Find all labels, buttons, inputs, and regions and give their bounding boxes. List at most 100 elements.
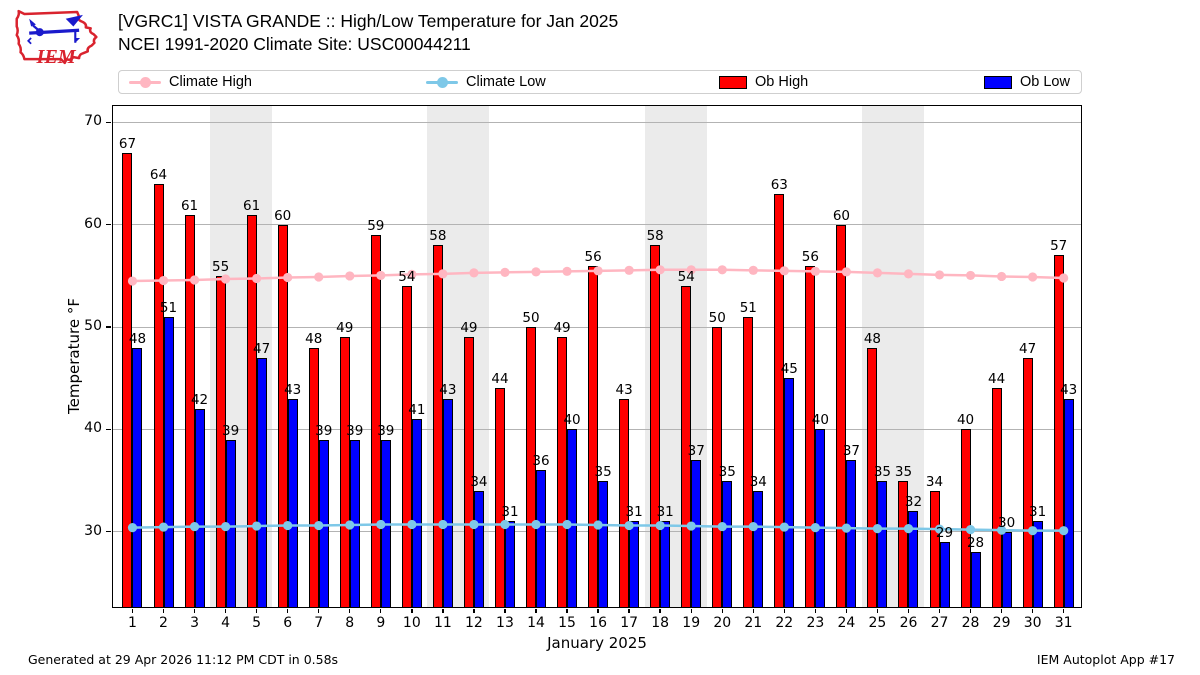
climate-high-marker: [531, 267, 541, 277]
y-tick-label: 70: [84, 113, 102, 130]
climate-low-marker: [686, 521, 696, 531]
x-tick-mark: [783, 609, 786, 613]
ob-low-value-label: 41: [408, 402, 426, 419]
x-tick-mark: [286, 609, 289, 613]
x-tick-mark: [814, 609, 817, 613]
chart-title: [VGRC1] VISTA GRANDE :: High/Low Tempera…: [118, 11, 619, 31]
climate-high-swatch: [129, 71, 161, 93]
x-tick-mark: [752, 609, 754, 613]
ob-low-value-label: 51: [159, 299, 178, 316]
gridline: [112, 224, 1082, 226]
climate-low-marker: [717, 521, 727, 532]
x-tick-mark: [380, 609, 382, 613]
ob-high-value-label: 49: [336, 320, 354, 337]
chart-subtitle: NCEI 1991-2020 Climate Site: USC00044211: [118, 34, 471, 55]
x-tick-label: 6: [283, 615, 293, 631]
x-axis-label: January 2025: [547, 634, 647, 652]
climate-low-marker: [965, 525, 976, 535]
iem-logo-text: IEM: [35, 46, 76, 68]
x-tick-label: 26: [899, 615, 918, 631]
x-tick-label: 29: [992, 615, 1011, 631]
climate-high-marker: [438, 269, 448, 279]
climate-low-marker: [655, 520, 665, 531]
ob-low-value-label: 48: [128, 330, 147, 347]
legend-label-ob-high: Ob High: [755, 74, 809, 90]
x-tick-label: 27: [930, 615, 949, 631]
ob-low-value-label: 39: [377, 422, 395, 439]
legend-item-climate-low: Climate Low: [426, 71, 546, 93]
climate-low-marker: [438, 519, 448, 530]
legend-label-ob-low: Ob Low: [1020, 74, 1070, 90]
ob-high-value-label: 48: [305, 330, 323, 347]
y-tick-label: 50: [84, 318, 102, 335]
climate-low-swatch: [426, 71, 458, 93]
climate-low-marker-swatch: [437, 77, 448, 88]
climate-high-marker: [810, 266, 820, 276]
climate-low-marker: [314, 520, 324, 531]
climate-low-marker: [593, 520, 603, 530]
climate-low-marker: [903, 524, 914, 534]
ob-low-value-label: 34: [749, 473, 767, 490]
ob-high-value-label: 49: [460, 320, 478, 337]
climate-high-marker: [841, 267, 852, 277]
ob-low-value-label: 37: [687, 443, 705, 460]
x-tick-mark: [659, 609, 661, 613]
climate-low-marker: [562, 519, 572, 530]
ob-high-value-label: 56: [801, 248, 819, 265]
climate-high-marker: [345, 271, 355, 281]
ob-low-value-label: 31: [656, 504, 674, 521]
climate-high-marker: [562, 266, 572, 276]
ob-high-swatch: [719, 75, 747, 89]
x-tick-mark: [1031, 609, 1034, 613]
ob-low-swatch: [984, 75, 1012, 89]
climate-high-marker: [779, 266, 789, 276]
x-tick-label: 11: [433, 615, 452, 631]
x-tick-label: 4: [221, 615, 231, 631]
ob-high-value-label: 64: [149, 166, 168, 183]
ob-low-value-label: 43: [1060, 381, 1078, 398]
climate-high-marker: [686, 265, 696, 275]
x-tick-mark: [969, 609, 972, 613]
ob-high-value-label: 44: [491, 371, 509, 388]
x-tick-label: 3: [190, 615, 200, 631]
x-tick-label: 24: [837, 615, 856, 631]
climate-high-marker: [314, 272, 324, 282]
x-tick-label: 22: [775, 615, 794, 631]
ob-high-value-label: 55: [212, 258, 230, 275]
x-tick-mark: [1062, 609, 1065, 613]
climate-high-marker: [252, 273, 262, 284]
ob-high-value-label: 50: [522, 310, 540, 327]
ob-high-value-label: 58: [646, 228, 664, 245]
climate-high-marker: [158, 275, 169, 286]
x-tick-label: 21: [744, 615, 763, 631]
ob-high-value-label: 60: [274, 207, 292, 224]
x-tick-label: 1: [128, 615, 137, 631]
x-tick-label: 5: [252, 615, 262, 631]
ob-low-value-label: 35: [594, 463, 612, 480]
climate-high-marker: [469, 268, 479, 278]
climate-low-marker: [407, 519, 417, 530]
ob-high-value-label: 44: [988, 371, 1006, 388]
x-tick-mark: [162, 609, 165, 613]
x-tick-mark: [535, 609, 537, 613]
x-tick-label: 25: [868, 615, 887, 631]
ob-low-value-label: 31: [625, 504, 643, 521]
climate-low-marker: [469, 519, 479, 530]
ob-low-value-label: 37: [842, 443, 860, 460]
x-tick-mark: [255, 609, 258, 613]
ob-low-value-label: 42: [190, 391, 209, 408]
climate-low-marker: [1028, 526, 1038, 536]
x-tick-mark: [411, 609, 413, 613]
climate-low-marker: [127, 522, 138, 533]
y-tick-mark: [106, 121, 111, 124]
ob-high-value-label: 57: [1050, 238, 1068, 255]
climate-low-marker: [500, 519, 510, 530]
ob-low-value-label: 35: [873, 463, 892, 480]
climate-high-marker: [189, 275, 200, 285]
climate-high-marker: [965, 270, 976, 281]
climate-low-marker: [841, 523, 852, 533]
climate-high-marker: [221, 274, 231, 284]
x-tick-label: 2: [159, 615, 168, 631]
climate-low-marker: [376, 519, 386, 530]
ob-high-value-label: 61: [243, 197, 261, 214]
